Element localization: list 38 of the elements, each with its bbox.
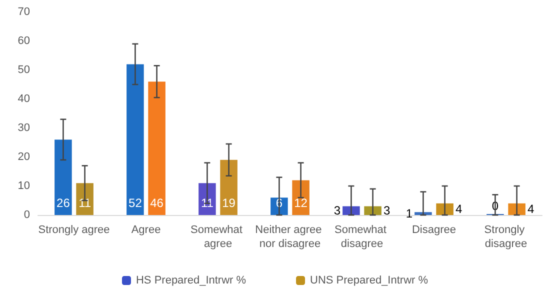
bar xyxy=(126,64,144,215)
y-tick-label: 70 xyxy=(18,6,30,18)
bar xyxy=(148,82,166,215)
data-label: 19 xyxy=(222,196,236,210)
legend-label: UNS Prepared_Intrwr % xyxy=(310,274,428,286)
data-label: 52 xyxy=(128,196,142,210)
y-tick-label: 20 xyxy=(18,151,30,163)
data-label: 11 xyxy=(78,196,92,210)
y-tick-label: 0 xyxy=(24,209,30,221)
x-tick-label: Somewhat disagree xyxy=(334,224,390,250)
data-label: 3 xyxy=(383,204,390,218)
y-tick-label: 10 xyxy=(18,180,30,192)
bar xyxy=(436,203,454,215)
data-label: 4 xyxy=(455,202,462,216)
x-tick-label: Strongly disagree xyxy=(484,224,528,250)
x-tick-label: Disagree xyxy=(412,224,456,236)
data-label: 1 xyxy=(406,206,413,221)
x-tick-label: Agree xyxy=(131,224,161,236)
x-tick-label: Somewhat agree xyxy=(190,224,246,250)
bar xyxy=(508,203,526,215)
x-tick-label: Strongly agree xyxy=(38,224,110,236)
data-label: 46 xyxy=(150,196,164,210)
data-label: 26 xyxy=(56,196,70,210)
x-tick-label: Neither agree nor disagree xyxy=(255,224,325,250)
y-tick-label: 50 xyxy=(18,64,30,76)
legend-label: HS Prepared_Intrwr % xyxy=(136,274,246,286)
bar xyxy=(220,160,238,215)
y-tick-label: 60 xyxy=(18,35,30,47)
bar xyxy=(54,140,72,215)
data-label: 4 xyxy=(527,202,534,216)
data-label: 12 xyxy=(294,196,308,210)
y-tick-label: 40 xyxy=(18,93,30,105)
bar xyxy=(292,180,310,215)
bar xyxy=(76,183,94,215)
data-label: 3 xyxy=(334,204,341,218)
bar xyxy=(198,183,216,215)
y-tick-label: 30 xyxy=(18,122,30,134)
data-label: 11 xyxy=(200,196,214,210)
